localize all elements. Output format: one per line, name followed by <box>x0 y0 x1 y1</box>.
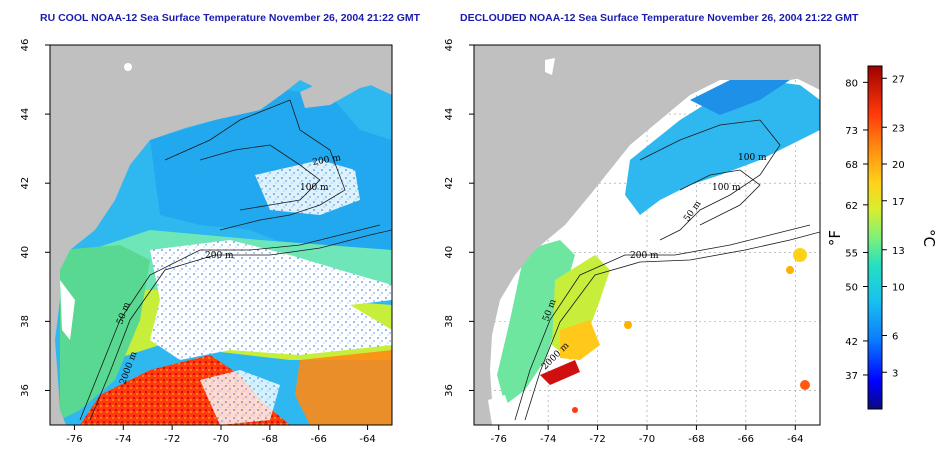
left-cloud-field <box>150 240 392 360</box>
left-lat-tick-label: 36 <box>20 384 31 397</box>
right-lat-tick-label: 46 <box>444 39 455 52</box>
left-contours <box>79 99 392 421</box>
left-lat-tick-label: 40 <box>20 246 31 259</box>
left-lon-tick-label: -66 <box>311 434 327 445</box>
colorbar-celsius-label: 6 <box>892 332 898 343</box>
right-map-title: DECLOUDED NOAA-12 Sea Surface Temperatur… <box>460 12 859 24</box>
left-lat-tick-label: 42 <box>20 177 31 190</box>
colorbar: 27 23 20 17 13 10 6 3 80 73 68 62 55 50 42 37 °F °C <box>826 65 938 410</box>
colorbar-fahrenheit-label: 80 <box>845 78 858 89</box>
right-gulf-stream <box>540 360 580 385</box>
right-contour-label-200m: 200 m <box>630 251 659 261</box>
left-shelf-water <box>60 245 150 420</box>
colorbar-celsius-label: 13 <box>892 246 905 257</box>
left-map-title: RU COOL NOAA-12 Sea Surface Temperature … <box>40 12 421 24</box>
right-north-deep <box>690 72 790 115</box>
colorbar-gradient <box>867 65 883 410</box>
colorbar-celsius-label: 3 <box>892 368 898 379</box>
right-contour-label-100m-2: 100 m <box>712 183 741 193</box>
right-lon-tick-label: -68 <box>688 434 704 445</box>
right-nova-scotia <box>760 62 820 80</box>
right-warm-patch <box>793 248 807 262</box>
left-lon-tick-label: -70 <box>213 434 229 445</box>
right-lon-tick-label: -66 <box>738 434 754 445</box>
colorbar-celsius-label: 17 <box>892 197 905 208</box>
left-lon-tick-label: -72 <box>164 434 180 445</box>
left-lat-tick-label: 46 <box>20 39 31 52</box>
left-newfoundland <box>330 45 392 65</box>
left-contour-label-200m: 200 m <box>205 251 234 261</box>
left-cloud-south <box>200 370 280 425</box>
right-contours <box>514 119 820 421</box>
left-land <box>50 45 392 425</box>
left-lon-tick-label: -76 <box>66 434 82 445</box>
right-lon-tick-label: -72 <box>589 434 605 445</box>
left-contour-label-200m-north: 200 m <box>312 153 342 168</box>
colorbar-unit-celsius: °C <box>920 229 938 247</box>
left-lat-tick-label: 44 <box>20 108 31 121</box>
left-lon-tick-label: -64 <box>359 434 375 445</box>
colorbar-fahrenheit-label: 42 <box>845 337 858 348</box>
colorbar-fahrenheit-label: 62 <box>845 201 858 212</box>
right-warm-water <box>560 320 600 360</box>
colorbar-celsius-label: 10 <box>892 283 905 294</box>
left-lat-ticks: 36 38 40 42 44 46 <box>20 39 50 397</box>
colorbar-fahrenheit-label: 68 <box>845 160 858 171</box>
left-lake-cloud <box>124 63 132 71</box>
right-warm-patch-3 <box>624 321 632 329</box>
right-cape-clouds <box>488 395 515 425</box>
right-warm-patch-2 <box>786 266 794 274</box>
left-contour-label-100m: 100 m <box>300 183 329 193</box>
colorbar-ticks: 27 23 20 17 13 10 6 3 80 73 68 62 55 50 42 37 <box>845 74 904 382</box>
right-lon-ticks: -76 -74 -72 -70 -68 -66 -64 <box>491 425 803 445</box>
right-lat-tick-label: 38 <box>444 315 455 328</box>
left-lat-tick-label: 38 <box>20 315 31 328</box>
colorbar-fahrenheit-label: 55 <box>845 248 858 259</box>
right-lat-tick-label: 42 <box>444 177 455 190</box>
colorbar-fahrenheit-label: 50 <box>845 283 858 294</box>
right-lat-tick-label: 36 <box>444 384 455 397</box>
left-warm-east <box>295 350 392 425</box>
colorbar-unit-fahrenheit: °F <box>826 230 844 246</box>
right-lon-tick-label: -70 <box>639 434 655 445</box>
right-contour-label-100m: 100 m <box>738 153 767 163</box>
right-lat-ticks: 36 38 40 42 44 46 <box>444 39 474 397</box>
colorbar-fahrenheit-label: 37 <box>845 371 858 382</box>
left-bay-clouds <box>60 280 75 340</box>
right-hot-patch <box>800 380 810 390</box>
colorbar-celsius-label: 20 <box>892 160 905 171</box>
right-hot-patch-2 <box>572 407 578 413</box>
left-cloud-north <box>255 160 360 215</box>
right-lon-tick-label: -76 <box>491 434 507 445</box>
left-lon-tick-label: -68 <box>262 434 278 445</box>
right-north-water <box>625 80 820 215</box>
colorbar-celsius-label: 23 <box>892 123 905 134</box>
left-lon-tick-label: -74 <box>115 434 131 445</box>
colorbar-fahrenheit-label: 73 <box>845 126 858 137</box>
colorbar-celsius-label: 27 <box>892 74 905 85</box>
right-lake-cloud <box>545 58 555 75</box>
right-lon-tick-label: -74 <box>540 434 556 445</box>
right-lat-tick-label: 40 <box>444 246 455 259</box>
right-land <box>474 45 820 425</box>
left-map: 100 m 200 m 50 m 200 m 2000 m -76 -74 -72-… <box>20 39 393 445</box>
right-map: 100 m 100 m 50 m 200 m 50 m 2000 m -76 -7… <box>444 39 821 445</box>
right-lat-tick-label: 44 <box>444 108 455 121</box>
left-lon-ticks: -76 -74 -72 -70 -68 -66 -64 <box>66 425 376 445</box>
right-lon-tick-label: -64 <box>787 434 803 445</box>
left-nova-scotia <box>300 62 392 108</box>
